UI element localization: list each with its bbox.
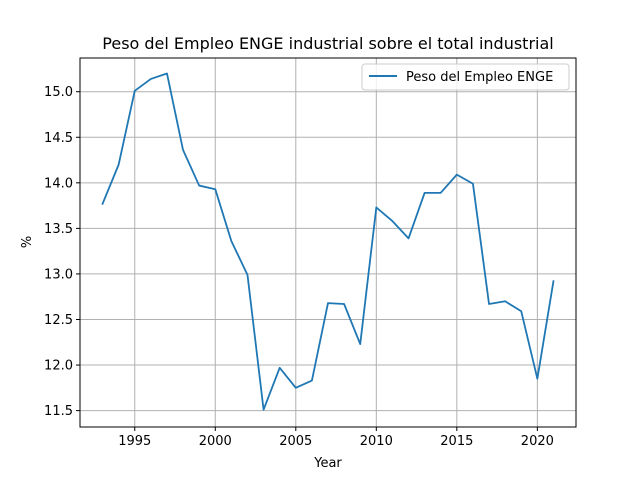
grid	[80, 58, 576, 427]
x-tick-label: 2005	[279, 434, 312, 449]
legend-box	[361, 63, 570, 91]
y-tick-label: 12.5	[44, 313, 73, 328]
legend: Peso del Empleo ENGE	[361, 63, 570, 91]
y-tick-label: 11.5	[44, 404, 73, 419]
y-tick-label: 14.0	[44, 176, 73, 191]
y-tick-label: 15.0	[44, 85, 73, 100]
y-tick-label: 13.5	[44, 222, 73, 237]
y-tick-label: 13.0	[44, 267, 73, 282]
y-tick-label: 12.0	[44, 359, 73, 374]
x-axis-label: Year	[313, 456, 342, 471]
x-tick-label: 2000	[199, 434, 232, 449]
x-tick-label: 2020	[521, 434, 554, 449]
series-line	[101, 72, 555, 411]
axis-ticks: 1995 2000 2005 2010 2015 2020 11.5 12.0 12.5 13.0…	[44, 85, 554, 449]
legend-label: Peso del Empleo ENGE	[406, 70, 553, 85]
y-tick-label: 14.5	[44, 131, 73, 146]
plot-frame	[79, 57, 577, 428]
series-layer	[101, 72, 555, 411]
y-axis-label: %	[20, 236, 35, 248]
chart-title: Peso del Empleo ENGE industrial sobre el…	[102, 34, 553, 53]
x-tick-label: 1995	[118, 434, 151, 449]
x-tick-label: 2015	[440, 434, 473, 449]
x-tick-label: 2010	[360, 434, 393, 449]
